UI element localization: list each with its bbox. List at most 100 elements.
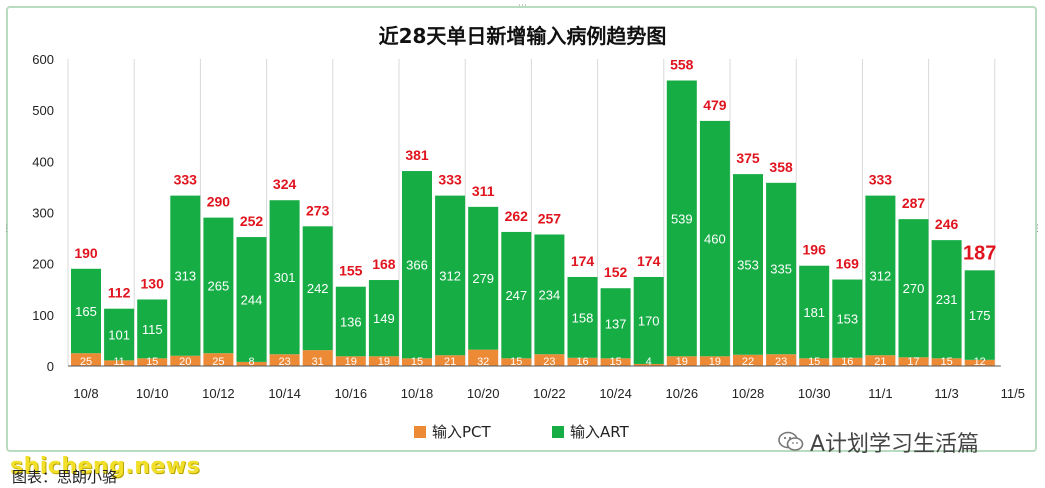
data-label-pct: 16 — [576, 356, 588, 368]
bar-art — [766, 182, 797, 355]
legend-item-pct: 输入PCT — [414, 421, 491, 442]
data-label-art: 460 — [704, 232, 726, 247]
bar-pct — [236, 361, 267, 366]
data-label-total: 558 — [670, 56, 694, 72]
data-label-total: 155 — [339, 263, 363, 279]
data-label-pct: 4 — [646, 356, 652, 368]
bar-pct — [733, 354, 763, 366]
x-tick-label: 10/18 — [401, 386, 434, 401]
data-label-total: 257 — [538, 211, 562, 227]
watermark: shicheng.news — [10, 454, 201, 479]
bar-art — [402, 171, 432, 359]
bar-pct — [964, 359, 995, 366]
data-label-art: 137 — [605, 316, 627, 331]
data-label-art: 244 — [241, 292, 263, 307]
data-label-total: 168 — [372, 256, 396, 272]
data-label-art: 231 — [936, 292, 958, 307]
resize-handle-left[interactable]: ⋮ — [2, 224, 11, 234]
data-label-pct: 32 — [477, 356, 489, 368]
y-tick-label: 400 — [32, 154, 54, 169]
wechat-badge: A计划学习生活篇 — [778, 426, 979, 458]
data-label-total: 190 — [74, 245, 98, 261]
wechat-label: A计划学习生活篇 — [810, 432, 980, 457]
data-label-art: 170 — [638, 313, 660, 328]
data-label-pct: 19 — [676, 356, 688, 368]
bar-art — [501, 231, 532, 359]
data-label-pct: 17 — [907, 356, 919, 368]
bar-art — [931, 240, 962, 359]
bar-pct — [402, 358, 432, 366]
data-label-art: 539 — [671, 211, 693, 226]
bar-pct — [832, 357, 863, 366]
bar-art — [898, 219, 929, 358]
x-tick-label: 10/8 — [73, 386, 98, 401]
resize-handle-right[interactable]: ⋮ — [1033, 224, 1042, 234]
data-label-art: 181 — [803, 305, 825, 320]
data-label-pct: 15 — [146, 356, 158, 368]
data-label-total: 358 — [769, 159, 793, 175]
x-tick-label: 10/14 — [268, 386, 301, 401]
bar-pct — [71, 353, 101, 366]
bar-pct — [468, 349, 499, 366]
x-tick-label: 10/24 — [599, 386, 632, 401]
chart-frame — [6, 6, 1037, 452]
data-label-total: 130 — [141, 275, 165, 291]
data-label-art: 136 — [340, 314, 362, 329]
bar-art — [733, 174, 763, 355]
data-label-pct: 16 — [841, 356, 853, 368]
data-label-art: 312 — [439, 268, 461, 283]
bar-pct — [666, 356, 697, 366]
bar-art — [799, 265, 830, 359]
data-label-pct: 25 — [212, 356, 224, 368]
resize-handle-top[interactable]: ⋯ — [518, 1, 527, 11]
bar-art — [170, 195, 201, 356]
bar-art — [335, 286, 366, 357]
data-label-art: 366 — [406, 258, 428, 273]
bar-pct — [898, 357, 929, 366]
data-label-total: 479 — [703, 97, 727, 113]
chart-title: 近28天单日新增输入病例趋势图 — [378, 24, 667, 48]
data-label-art: 115 — [142, 322, 163, 337]
data-label-art: 175 — [969, 308, 991, 323]
data-label-pct: 31 — [312, 356, 324, 368]
bar-pct — [269, 354, 300, 366]
bar-pct — [137, 358, 168, 366]
bar-art — [567, 276, 598, 358]
data-label-pct: 22 — [742, 356, 754, 368]
data-label-art: 353 — [737, 257, 759, 272]
bar-art — [203, 217, 234, 354]
data-label-total: 273 — [306, 202, 330, 218]
x-tick-label: 11/5 — [1001, 386, 1025, 401]
bar-pct — [699, 356, 730, 366]
data-label-pct: 19 — [345, 356, 357, 368]
data-label-art: 153 — [836, 312, 858, 327]
data-label-total: 333 — [174, 172, 198, 188]
legend-label-art: 输入ART — [570, 423, 629, 441]
bar-pct — [799, 358, 830, 366]
y-tick-label: 300 — [32, 206, 54, 221]
bar-art — [71, 268, 101, 354]
bar-art — [832, 279, 863, 358]
data-label-art: 242 — [307, 281, 329, 296]
data-label-total: 290 — [207, 194, 231, 210]
data-label-art: 265 — [208, 278, 230, 293]
data-label-art: 270 — [903, 281, 925, 296]
data-label-art: 101 — [108, 328, 130, 343]
x-tick-label: 10/10 — [136, 386, 169, 401]
data-label-pct: 15 — [411, 356, 423, 368]
bar-pct — [931, 358, 962, 366]
data-label-pct: 23 — [775, 356, 787, 368]
y-tick-label: 200 — [32, 257, 54, 272]
bar-pct — [368, 356, 399, 366]
data-label-total: 324 — [273, 176, 297, 192]
bar-pct — [104, 360, 135, 366]
legend-item-art: 输入ART — [552, 421, 629, 442]
caption: 图表：思朗小骆 — [12, 468, 118, 486]
data-label-total: 311 — [472, 183, 495, 199]
data-label-art: 312 — [870, 268, 892, 283]
y-tick-label: 100 — [32, 308, 54, 323]
data-label-pct: 25 — [80, 356, 92, 368]
data-label-total: 174 — [571, 253, 595, 269]
bar-art — [865, 195, 896, 356]
y-tick-label: 0 — [47, 359, 54, 374]
